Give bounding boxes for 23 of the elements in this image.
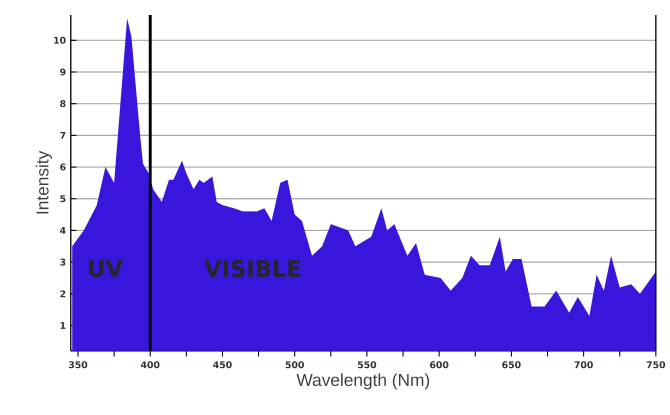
annotation: UV bbox=[89, 260, 123, 278]
y-tick-label: 9 bbox=[60, 68, 66, 76]
y-tick-label: 5 bbox=[60, 195, 66, 202]
x-tick-label: 700 bbox=[574, 361, 593, 368]
x-tick-label: 350 bbox=[68, 361, 88, 368]
x-tick-label: 550 bbox=[358, 361, 376, 368]
y-tick-label: 3 bbox=[60, 258, 66, 266]
y-tick-label: 2 bbox=[60, 290, 66, 298]
y-tick-label: 10 bbox=[54, 36, 66, 44]
y-tick-label: 6 bbox=[60, 164, 66, 171]
x-axis-title: Wavelength (Nm) bbox=[296, 374, 430, 390]
x-tick-label: 450 bbox=[213, 361, 232, 368]
y-tick-label: 7 bbox=[60, 132, 66, 139]
y-tick-label: 4 bbox=[60, 227, 66, 234]
x-tick-label: 500 bbox=[286, 361, 304, 368]
x-tick-label: 650 bbox=[502, 361, 521, 368]
x-tick-label: 750 bbox=[646, 361, 666, 368]
x-tick-label: 600 bbox=[430, 361, 448, 368]
annotation: VISIBLE bbox=[204, 260, 300, 278]
y-tick-label: 8 bbox=[60, 100, 66, 108]
y-tick-label: 1 bbox=[60, 322, 66, 330]
y-axis-title: Intensity bbox=[36, 150, 52, 214]
x-tick-label: 400 bbox=[140, 361, 160, 368]
